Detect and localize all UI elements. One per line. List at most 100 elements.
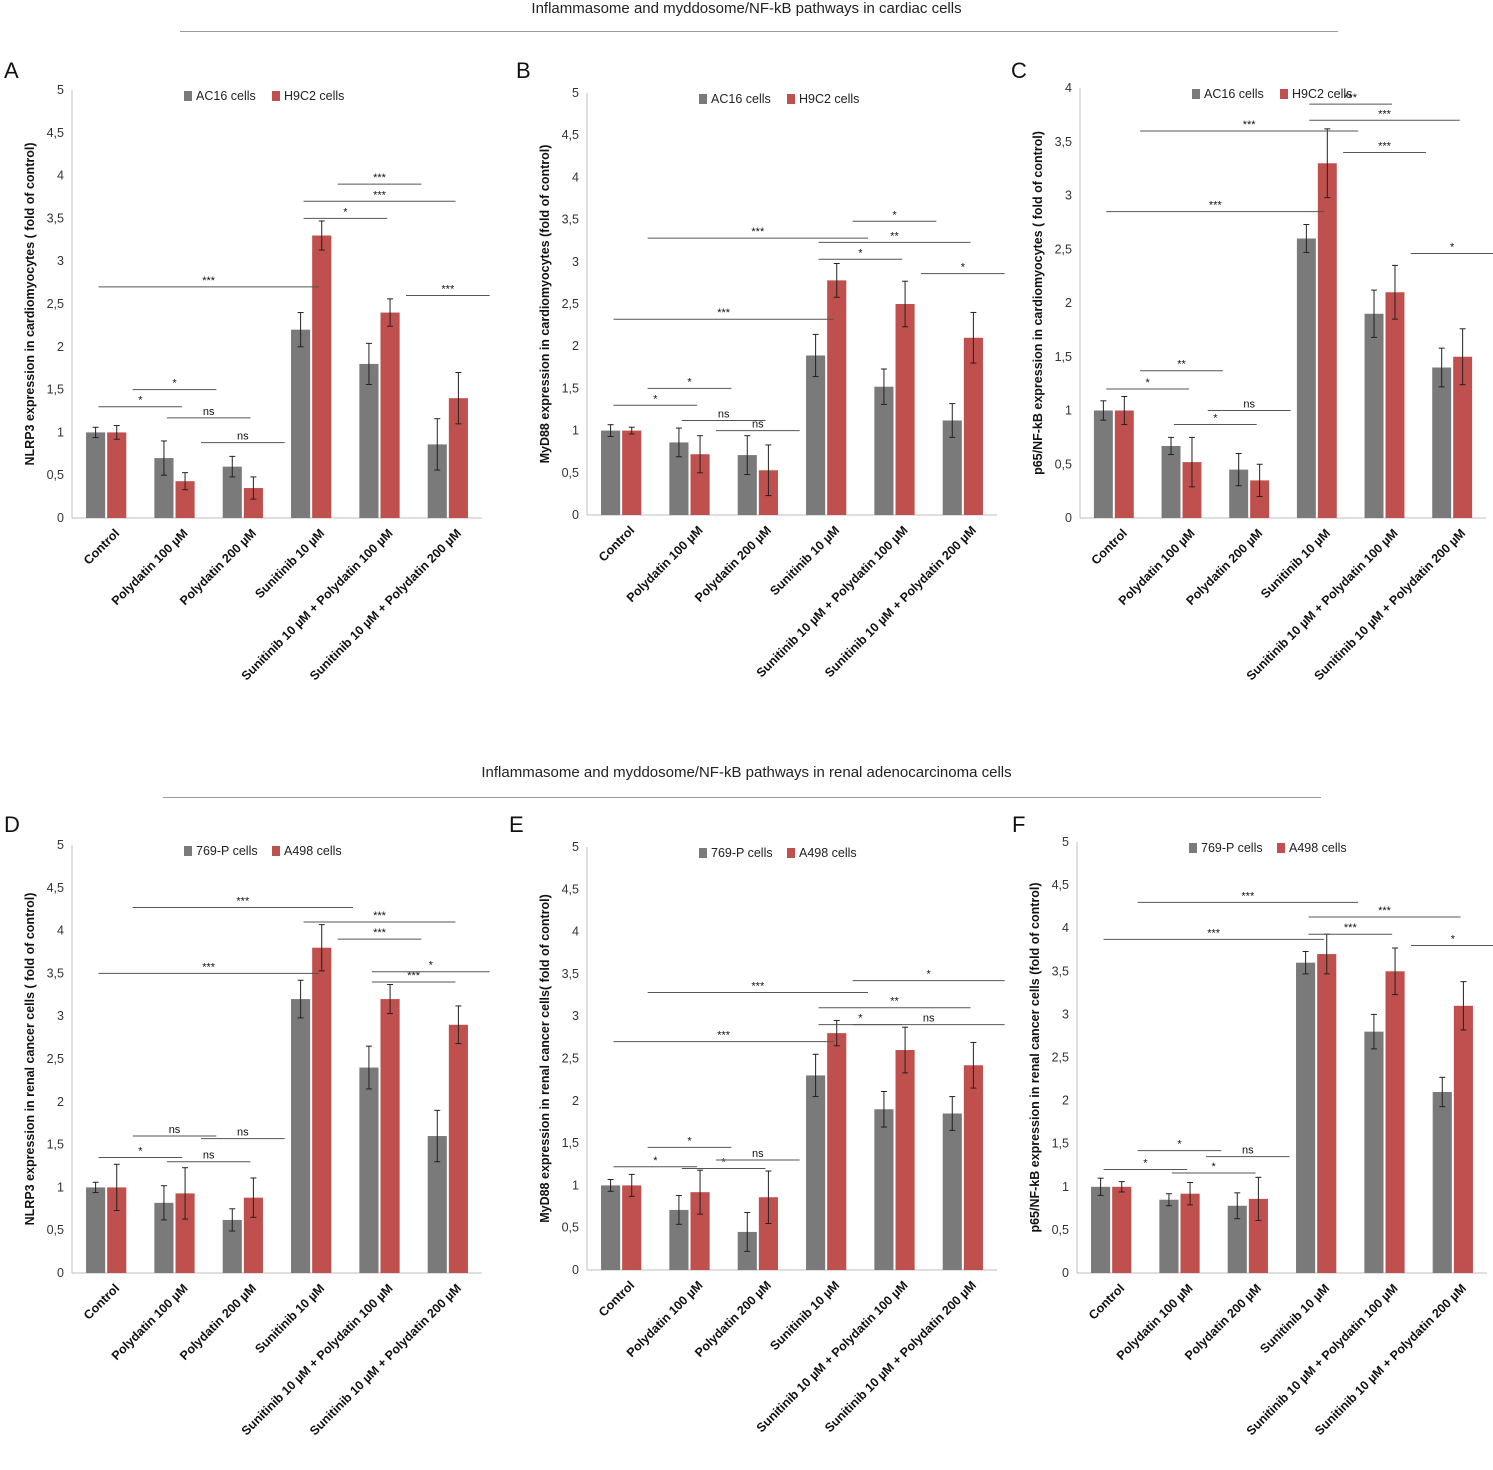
- bar-series-2-cat-5: [1385, 292, 1405, 518]
- y-tick-label: 2: [57, 340, 64, 354]
- bar-series-2-cat-2: [1182, 462, 1202, 518]
- x-category-label: Polydatin 200 µM: [692, 523, 774, 605]
- bar-series-2-cat-4: [1317, 163, 1337, 518]
- bar-series-2-cat-5: [895, 304, 915, 515]
- panel-letter-b: B: [516, 58, 531, 83]
- bar-series-2-cat-6: [448, 1024, 468, 1273]
- legend-swatch-series-1: [1192, 89, 1200, 99]
- significance-label: *: [687, 376, 692, 388]
- y-tick-label: 3: [572, 1009, 579, 1023]
- significance-label: *: [343, 206, 348, 218]
- y-tick-label: 4,5: [47, 881, 64, 895]
- x-category-label: Polydatin 200 µM: [692, 1278, 774, 1360]
- bar-series-2-cat-1: [107, 1187, 127, 1273]
- x-category-label: Sunitinib 10 µM + Polydatin 100 µM: [754, 523, 911, 680]
- bar-series-2-cat-3: [758, 1197, 778, 1270]
- bar-series-1-cat-1: [1091, 1186, 1111, 1273]
- significance-label: ns: [1242, 1145, 1254, 1157]
- bar-series-1-cat-5: [874, 386, 894, 515]
- y-tick-label: 1: [1065, 404, 1072, 418]
- legend-label-series-2: H9C2 cells: [284, 89, 344, 103]
- legend-label-series-2: H9C2 cells: [799, 92, 859, 106]
- bar-series-1-cat-1: [601, 430, 621, 515]
- bar-series-2-cat-4: [1317, 954, 1337, 1273]
- y-tick-label: 5: [572, 840, 579, 854]
- significance-label: ***: [1243, 119, 1257, 131]
- y-tick-label: 0,5: [562, 1221, 579, 1235]
- y-tick-label: 4,5: [47, 126, 64, 140]
- y-tick-label: 4: [57, 169, 64, 183]
- bar-series-1-cat-3: [1229, 469, 1249, 518]
- bar-series-2-cat-6: [963, 1065, 983, 1270]
- y-tick-label: 3: [1062, 1007, 1069, 1021]
- bar-series-1-cat-6: [1432, 1091, 1452, 1273]
- y-tick-label: 4: [572, 925, 579, 939]
- bar-series-2-cat-5: [380, 999, 400, 1273]
- significance-label: ***: [751, 981, 765, 993]
- y-tick-label: 5: [57, 838, 64, 852]
- y-tick-label: 1: [1062, 1180, 1069, 1194]
- bar-series-2-cat-1: [622, 1185, 642, 1270]
- y-tick-label: 4: [1062, 921, 1069, 935]
- y-tick-label: 0,5: [1055, 457, 1072, 471]
- legend-swatch-series-2: [272, 846, 280, 856]
- x-category-label: Control: [1086, 1281, 1127, 1322]
- significance-label: *: [1143, 1158, 1148, 1170]
- y-tick-label: 3,5: [562, 213, 579, 227]
- significance-label: ***: [441, 283, 455, 295]
- bar-series-2-cat-5: [380, 312, 400, 518]
- significance-label: ***: [717, 307, 731, 319]
- y-axis-label: NLRP3 expression in cardiomyocytes ( fol…: [23, 143, 37, 466]
- panel-letter-f: F: [1012, 812, 1026, 837]
- x-category-label: Control: [81, 526, 122, 567]
- x-category-label: Sunitinib 10 µM: [767, 1278, 842, 1353]
- bar-series-2-cat-1: [622, 430, 642, 515]
- significance-label: *: [858, 247, 863, 259]
- y-tick-label: 2: [1065, 296, 1072, 310]
- bar-series-1-cat-5: [359, 1067, 379, 1273]
- chart-panel-b: 0 0,5 1 1,5 2 2,5 3 3,5 4 4,5 5 MyD88 expression in…: [538, 86, 1005, 680]
- significance-label: ns: [752, 419, 764, 431]
- x-category-label: Sunitinib 10 µM + Polydatin 200 µM: [307, 1281, 464, 1438]
- significance-label: ns: [237, 431, 249, 443]
- significance-label: *: [1177, 1139, 1182, 1151]
- legend-label-series-1: 769-P cells: [196, 844, 258, 858]
- section-title-renal: Inflammasome and myddosome/NF-kB pathway…: [481, 764, 1012, 781]
- significance-label: **: [890, 230, 899, 242]
- y-tick-label: 5: [57, 83, 64, 97]
- significance-label: ns: [1243, 399, 1255, 411]
- y-tick-label: 1,5: [562, 1136, 579, 1150]
- y-tick-label: 1,5: [47, 1138, 64, 1152]
- x-category-label: Sunitinib 10 µM + Polydatin 100 µM: [754, 1278, 911, 1435]
- x-category-label: Polydatin 200 µM: [1182, 1281, 1264, 1363]
- significance-label: ***: [202, 275, 216, 287]
- y-tick-label: 2,5: [562, 1052, 579, 1066]
- x-category-label: Sunitinib 10 µM: [1257, 1281, 1332, 1356]
- x-category-label: Sunitinib 10 µM + Polydatin 200 µM: [822, 523, 979, 680]
- bar-series-2-cat-6: [1453, 1005, 1473, 1273]
- significance-label: *: [858, 1013, 863, 1025]
- legend-swatch-series-1: [184, 91, 192, 101]
- legend-label-series-1: AC16 cells: [196, 89, 256, 103]
- significance-label: *: [138, 395, 143, 407]
- significance-label: *: [722, 1156, 727, 1168]
- legend-label-series-2: H9C2 cells: [1292, 87, 1352, 101]
- x-category-label: Sunitinib 10 µM: [252, 526, 327, 601]
- section-divider-cardiac: [180, 31, 1338, 32]
- x-category-label: Sunitinib 10 µM: [1258, 526, 1333, 601]
- bar-series-2-cat-2: [175, 1193, 195, 1273]
- y-tick-label: 2: [572, 1094, 579, 1108]
- significance-label: **: [1177, 359, 1186, 371]
- bar-series-1-cat-6: [942, 420, 962, 515]
- y-tick-label: 5: [572, 86, 579, 100]
- y-tick-label: 0: [57, 511, 64, 525]
- y-tick-label: 4,5: [562, 128, 579, 142]
- panel-letter-a: A: [4, 58, 19, 83]
- significance-label: **: [890, 996, 899, 1008]
- y-tick-label: 0,5: [47, 1223, 64, 1237]
- y-tick-label: 3: [57, 254, 64, 268]
- significance-label: ns: [237, 1127, 249, 1139]
- bar-series-2-cat-6: [448, 398, 468, 518]
- chart-panel-f: 0 0,5 1 1,5 2 2,5 3 3,5 4 4,5 5 p65/NF-kB expressio…: [1028, 835, 1493, 1438]
- bar-series-1-cat-5: [874, 1109, 894, 1270]
